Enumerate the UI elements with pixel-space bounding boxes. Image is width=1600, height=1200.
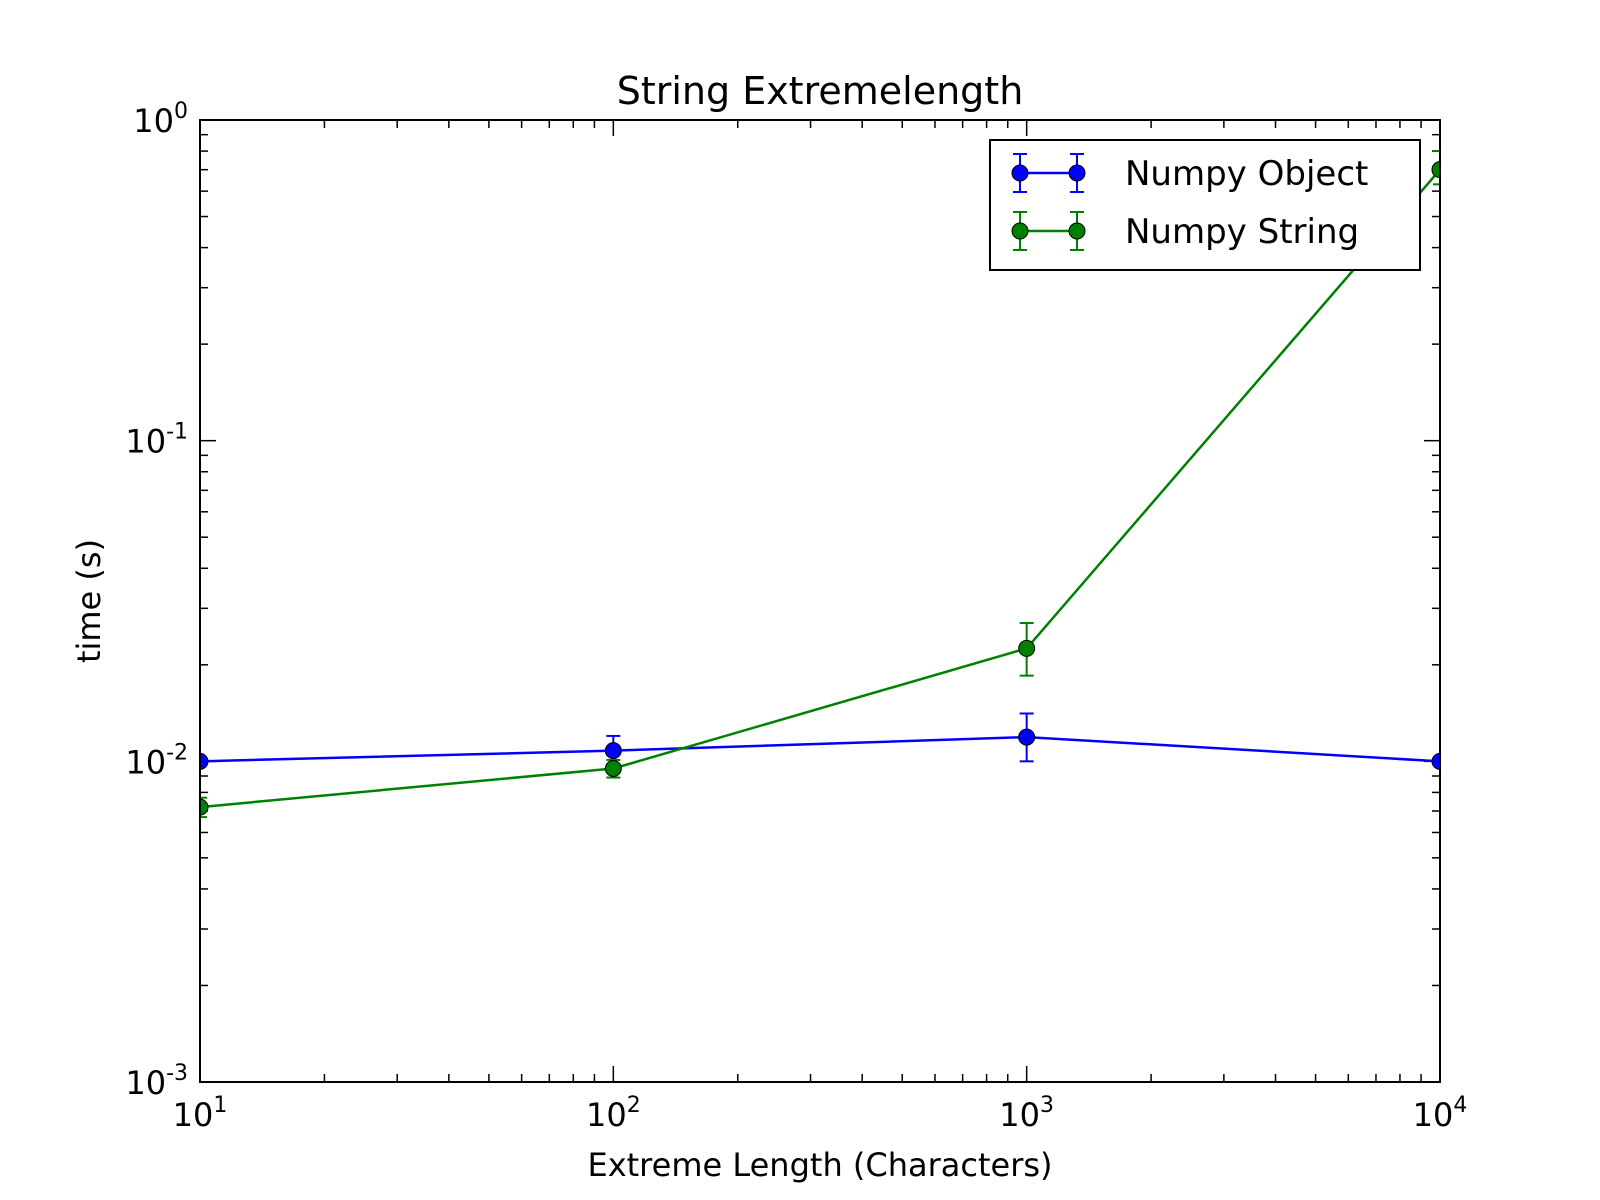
legend-entry-numpy-object: Numpy Object — [1011, 153, 1368, 194]
data-point — [1018, 639, 1036, 657]
legend-marker — [1068, 222, 1086, 240]
legend-marker — [1011, 222, 1029, 240]
y-tick-label: 10-1 — [125, 420, 188, 461]
x-tick-label: 103 — [999, 1093, 1054, 1134]
chart-title: String Extremelength — [617, 69, 1024, 113]
x-tick-label: 101 — [173, 1093, 228, 1134]
legend: Numpy Object Numpy String — [989, 139, 1421, 271]
y-tick-label: 100 — [133, 99, 188, 140]
y-tick-labels: 10-3 10-2 10-1 100 — [125, 99, 188, 1102]
legend-marker — [1068, 164, 1086, 182]
plot-area — [200, 120, 1440, 1082]
legend-marker — [1011, 164, 1029, 182]
series-numpy-object — [200, 712, 1440, 770]
legend-label: Numpy Object — [1125, 154, 1368, 194]
series-line — [200, 735, 1440, 763]
series-layer — [200, 150, 1440, 819]
minor-ticks — [200, 120, 1440, 1082]
legend-box — [989, 139, 1421, 271]
y-tick-label: 10-3 — [125, 1061, 188, 1102]
y-axis-label: time (s) — [70, 539, 108, 663]
x-axis-label: Extreme Length (Characters) — [587, 1146, 1052, 1184]
x-tick-label: 102 — [586, 1093, 641, 1134]
data-point — [200, 752, 209, 770]
data-point — [1018, 728, 1036, 746]
series-numpy-string — [200, 150, 1440, 819]
data-point — [200, 798, 209, 816]
series-line — [200, 168, 1440, 809]
legend-label: Numpy String — [1125, 212, 1359, 252]
x-tick-label: 104 — [1413, 1093, 1468, 1134]
data-point — [604, 742, 622, 760]
legend-entry-numpy-string: Numpy String — [1011, 211, 1359, 252]
x-tick-labels: 101 102 103 104 — [173, 1093, 1468, 1134]
y-tick-label: 10-2 — [125, 740, 188, 781]
plot-frame — [199, 119, 1441, 1083]
data-point — [1431, 752, 1440, 770]
data-point — [1431, 161, 1440, 179]
data-point — [604, 759, 622, 777]
